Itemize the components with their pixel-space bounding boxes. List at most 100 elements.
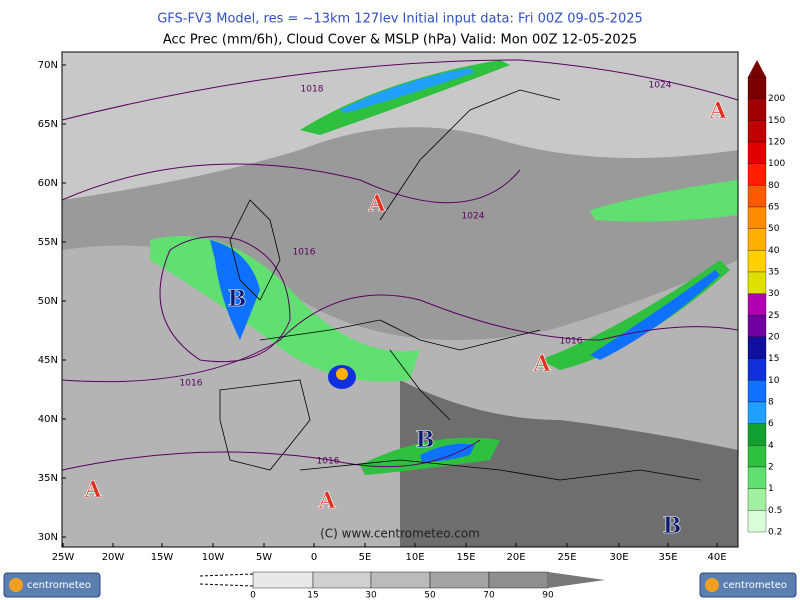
- precip-bar-label: 150: [768, 116, 785, 126]
- pressure-center: B: [416, 427, 435, 453]
- latitude-label: 50N: [38, 296, 58, 307]
- precip-bar-segment: [747, 120, 767, 143]
- latitude-label: 40N: [38, 414, 58, 425]
- precip-bar-segment: [747, 466, 767, 489]
- cloud-area: [62, 52, 738, 200]
- precip-area: [336, 368, 348, 380]
- map-frame: [61, 51, 739, 548]
- precip-bar-segment: [747, 358, 767, 381]
- precip-bar-segment: [747, 510, 767, 533]
- precip-bar-cap: [748, 60, 766, 77]
- logo-icon: [705, 578, 719, 592]
- precip-bar-label: 0.5: [768, 506, 782, 516]
- pressure-center: A: [532, 351, 551, 377]
- cloud-bar-segment: [429, 571, 490, 589]
- longitude-label: 15W: [151, 552, 174, 563]
- isobar-label: 1018: [301, 85, 324, 95]
- precip-area: [590, 270, 720, 360]
- longitude-label: 30E: [609, 552, 628, 563]
- logo-box: [699, 572, 797, 598]
- cloud-bar-label: 50: [424, 591, 436, 600]
- isobar-label: 1024: [649, 81, 672, 91]
- precip-area: [300, 60, 510, 135]
- cloud-bar-left-cap: [199, 573, 254, 587]
- precip-bar-segment: [747, 163, 767, 186]
- logo-text: centrometeo: [723, 580, 787, 591]
- pressure-center: A: [367, 191, 386, 217]
- cloud-bar-segment: [370, 571, 431, 589]
- pressure-center: A: [317, 488, 336, 514]
- cloud-bar-label: 30: [365, 591, 377, 600]
- logo: centrometeo: [3, 572, 101, 598]
- cloud-bar-right-cap: [548, 572, 605, 588]
- longitude-label: 25W: [52, 552, 75, 563]
- precip-bar-label: 25: [768, 311, 779, 321]
- isobars: [61, 59, 739, 471]
- isobar-label: 1016: [317, 457, 340, 467]
- precip-bar-label: 30: [768, 289, 780, 299]
- cloud-bar-label: 70: [483, 591, 495, 600]
- precip-bar-label: 0.2: [768, 528, 782, 538]
- precip-bar-label: 120: [768, 138, 785, 148]
- precip-bar-segment: [747, 185, 767, 208]
- pressure-center: A: [708, 98, 727, 124]
- longitude-label: 25E: [557, 552, 576, 563]
- cloud-bar-segment: [488, 571, 549, 589]
- precip-bar-label: 1: [768, 484, 774, 494]
- precip-area: [340, 68, 475, 113]
- precip-bar-label: 10: [768, 376, 780, 386]
- pressure-center: A: [83, 477, 102, 503]
- precip-bar-label: 35: [768, 268, 779, 278]
- logo-text: centrometeo: [27, 580, 91, 591]
- precip-bar-segment: [747, 336, 767, 359]
- precip-bar-label: 15: [768, 354, 779, 364]
- latitude-label: 30N: [38, 532, 58, 543]
- precip-bar-label: 100: [768, 159, 785, 169]
- latitude-label: 35N: [38, 473, 58, 484]
- precip-bar-label: 50: [768, 224, 780, 234]
- precip-bar-segment: [747, 228, 767, 251]
- precip-bar-segment: [747, 141, 767, 164]
- precip-bar-label: 20: [768, 333, 780, 343]
- cloud-bar-label: 0: [250, 591, 256, 600]
- precip-bar-label: 40: [768, 246, 780, 256]
- precip-bar-label: 65: [768, 203, 779, 213]
- precip-bar-segment: [747, 271, 767, 294]
- precip-bar-segment: [747, 293, 767, 316]
- cloud-bar-label: 90: [542, 591, 554, 600]
- precip-bar-segment: [747, 380, 767, 403]
- coastlines: [219, 89, 701, 481]
- isobar-label: 1016: [293, 248, 316, 258]
- cloud-area: [400, 380, 738, 547]
- cloud-bar-segment: [252, 571, 314, 589]
- longitude-label: 10W: [202, 552, 225, 563]
- latitude-label: 70N: [38, 60, 58, 71]
- pressure-center: B: [228, 286, 247, 312]
- longitude-label: 20W: [102, 552, 125, 563]
- precip-bar-segment: [747, 423, 767, 446]
- map: [61, 51, 739, 548]
- precip-bar-segment: [747, 206, 767, 229]
- isobar-label: 1016: [560, 337, 583, 347]
- header-line1: GFS-FV3 Model, res = ~13km 127lev Initia…: [157, 12, 643, 27]
- precip-area: [210, 240, 260, 340]
- logo-box: [3, 572, 101, 598]
- precip-bar-label: 2: [768, 463, 774, 473]
- longitude-label: 5E: [359, 552, 372, 563]
- precip-area: [540, 260, 730, 370]
- longitude-label: 10E: [405, 552, 424, 563]
- precip-area: [590, 180, 738, 222]
- precip-bar-segment: [747, 250, 767, 273]
- longitude-label: 5W: [256, 552, 272, 563]
- longitude-label: 20E: [506, 552, 525, 563]
- latitude-label: 60N: [38, 178, 58, 189]
- longitude-label: 35E: [658, 552, 677, 563]
- longitude-label: 0: [311, 552, 317, 563]
- precip-bar-segment: [747, 401, 767, 424]
- precip-bar-label: 6: [768, 419, 774, 429]
- precip-bar-label: 200: [768, 94, 785, 104]
- precip-bar-segment: [747, 315, 767, 338]
- isobar-label: 1016: [180, 379, 203, 389]
